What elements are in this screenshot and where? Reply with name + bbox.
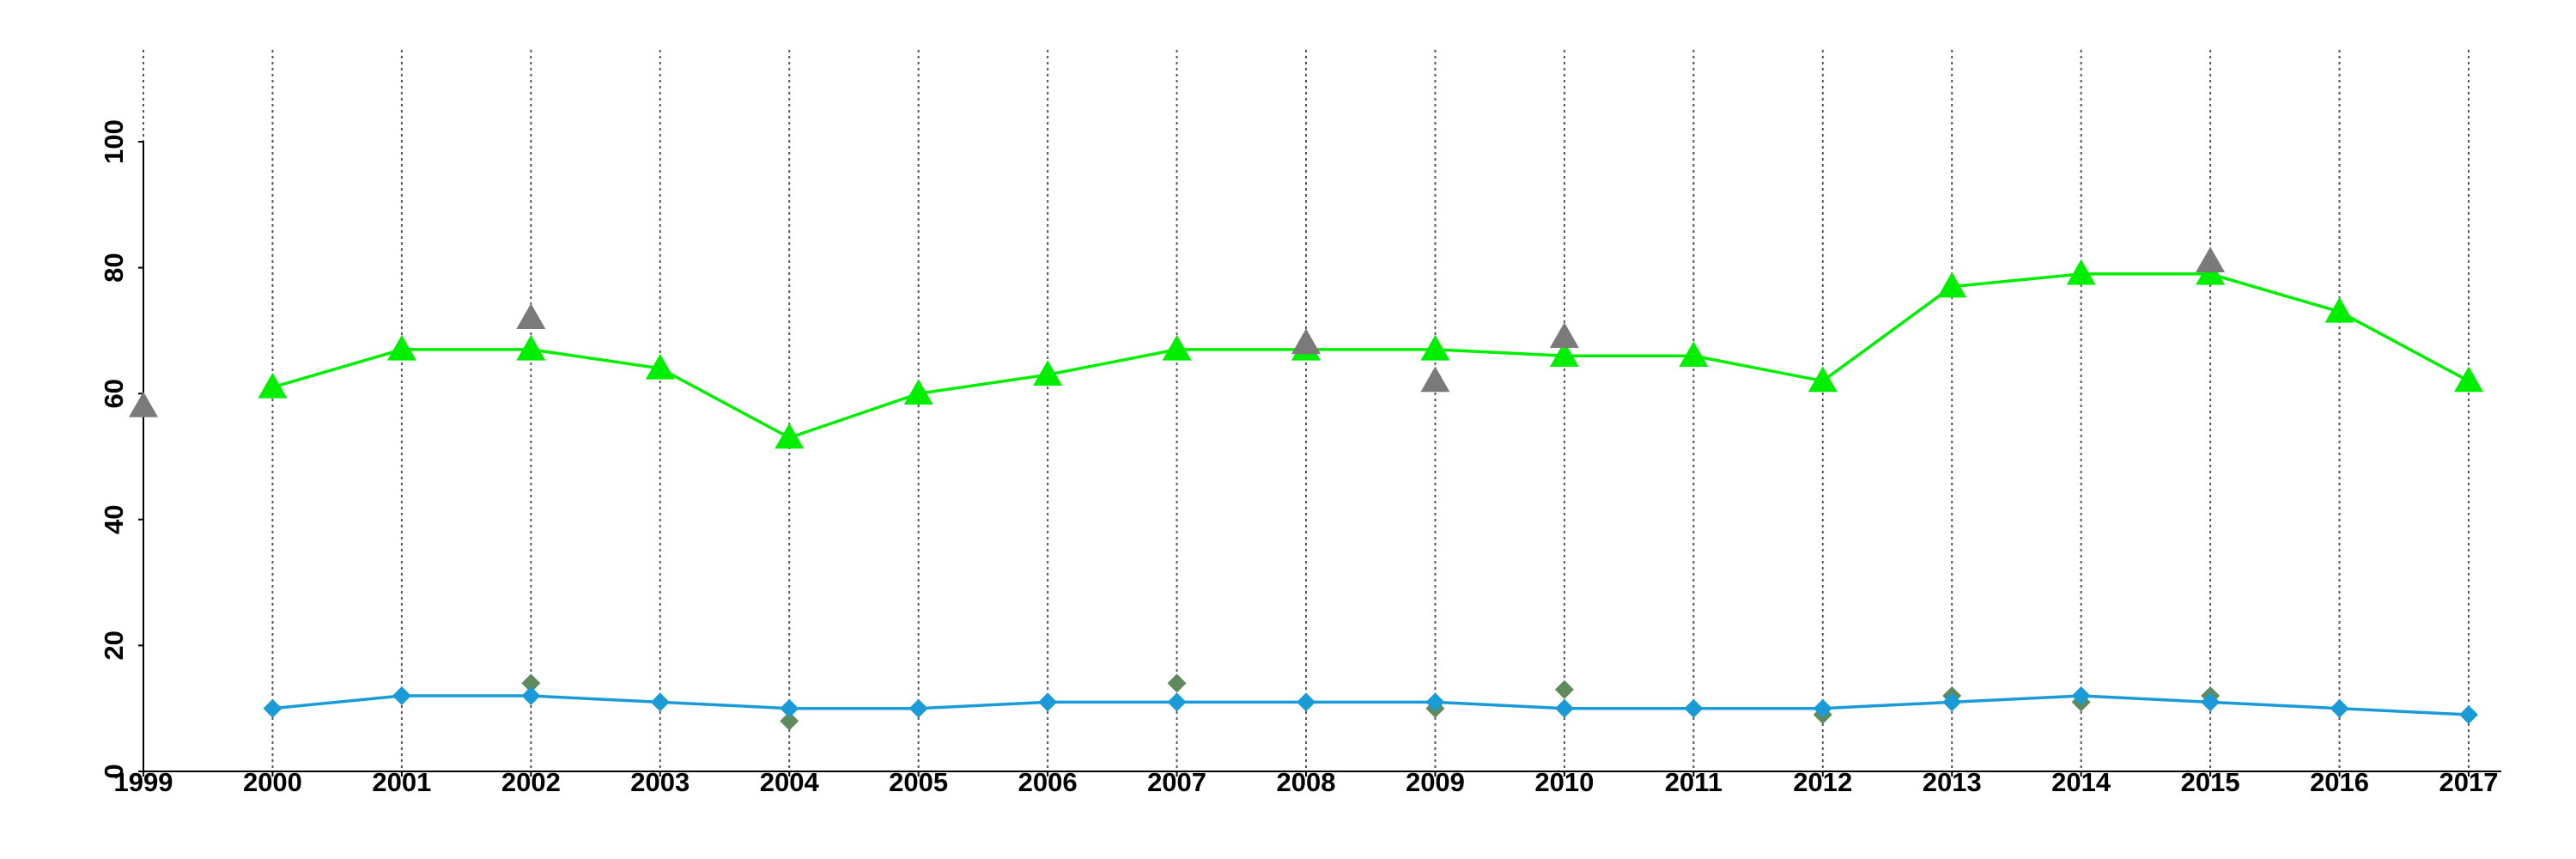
diamond-marker (521, 673, 541, 693)
y-tick-label: 20 (99, 631, 129, 660)
triangle-marker (2196, 247, 2226, 273)
triangle-marker (903, 379, 933, 405)
x-tick-label: 2013 (1923, 767, 1982, 797)
diamond-marker (1038, 692, 1058, 712)
diamond-marker (392, 686, 411, 706)
x-tick-label: 2005 (889, 767, 948, 797)
triangle-marker (1420, 366, 1450, 393)
triangle-marker (1937, 271, 1967, 298)
triangle-marker (1807, 366, 1838, 393)
triangle-marker (1420, 334, 1450, 361)
y-tick-label: 60 (99, 379, 129, 408)
diamond-marker (1813, 698, 1832, 718)
triangle-marker (2454, 366, 2483, 393)
diamond-marker (1942, 692, 1962, 712)
triangle-marker (2324, 296, 2354, 323)
x-tick-label: 2017 (2439, 767, 2499, 797)
diamond-marker (1425, 692, 1445, 712)
triangle-marker (775, 423, 805, 449)
y-tick-label: 0 (99, 764, 129, 778)
x-tick-label: 2012 (1793, 767, 1852, 797)
x-tick-label: 2003 (630, 767, 690, 797)
x-tick-label: 2008 (1277, 767, 1336, 797)
triangle-marker (129, 391, 158, 417)
x-tick-label: 2006 (1018, 767, 1078, 797)
diamond-marker (908, 698, 928, 718)
x-tick-label: 2011 (1665, 767, 1722, 797)
triangle-marker (258, 372, 288, 399)
triangle-marker (516, 334, 546, 361)
triangle-marker (1549, 341, 1579, 367)
diamond-marker (1167, 673, 1187, 693)
x-tick-label: 2004 (760, 767, 820, 797)
y-tick-label: 80 (99, 253, 129, 282)
triangle-marker (2066, 259, 2096, 285)
triangle-marker (1291, 328, 1321, 355)
x-tick-label: 2009 (1406, 767, 1465, 797)
series-line (271, 272, 2470, 440)
y-tick-label: 40 (99, 505, 129, 534)
x-tick-label: 2000 (243, 767, 302, 797)
triangle-marker (1162, 334, 1192, 361)
y-tick-label: 100 (99, 119, 129, 164)
triangle-marker (516, 303, 546, 329)
x-tick-label: 2014 (2051, 767, 2111, 797)
diamond-marker (780, 711, 799, 731)
diamond-marker (1554, 679, 1574, 699)
series-line (272, 694, 2470, 716)
triangle-marker (1549, 322, 1579, 348)
triangle-marker (645, 353, 675, 380)
x-tick-label: 2002 (501, 767, 561, 797)
triangle-marker (1033, 360, 1063, 386)
diamond-marker (1297, 692, 1315, 712)
x-tick-label: 2001 (372, 767, 431, 797)
diamond-marker (2071, 686, 2091, 706)
x-tick-label: 2015 (2181, 767, 2240, 797)
triangle-marker (1679, 341, 1709, 367)
diamond-marker (263, 698, 283, 718)
diamond-marker (521, 686, 541, 706)
x-tick-label: 1999 (114, 767, 173, 797)
diamond-marker (650, 692, 670, 712)
diamond-marker (1167, 692, 1187, 712)
diamond-marker (2201, 692, 2221, 712)
x-tick-label: 2007 (1147, 767, 1206, 797)
diamond-marker (1554, 698, 1574, 718)
diamond-marker (2459, 705, 2478, 725)
diamond-marker (2330, 698, 2349, 718)
x-tick-label: 2010 (1534, 767, 1594, 797)
x-tick-label: 2016 (2310, 767, 2369, 797)
triangle-marker (386, 334, 416, 361)
diamond-marker (1684, 698, 1704, 718)
diamond-marker (780, 698, 799, 718)
